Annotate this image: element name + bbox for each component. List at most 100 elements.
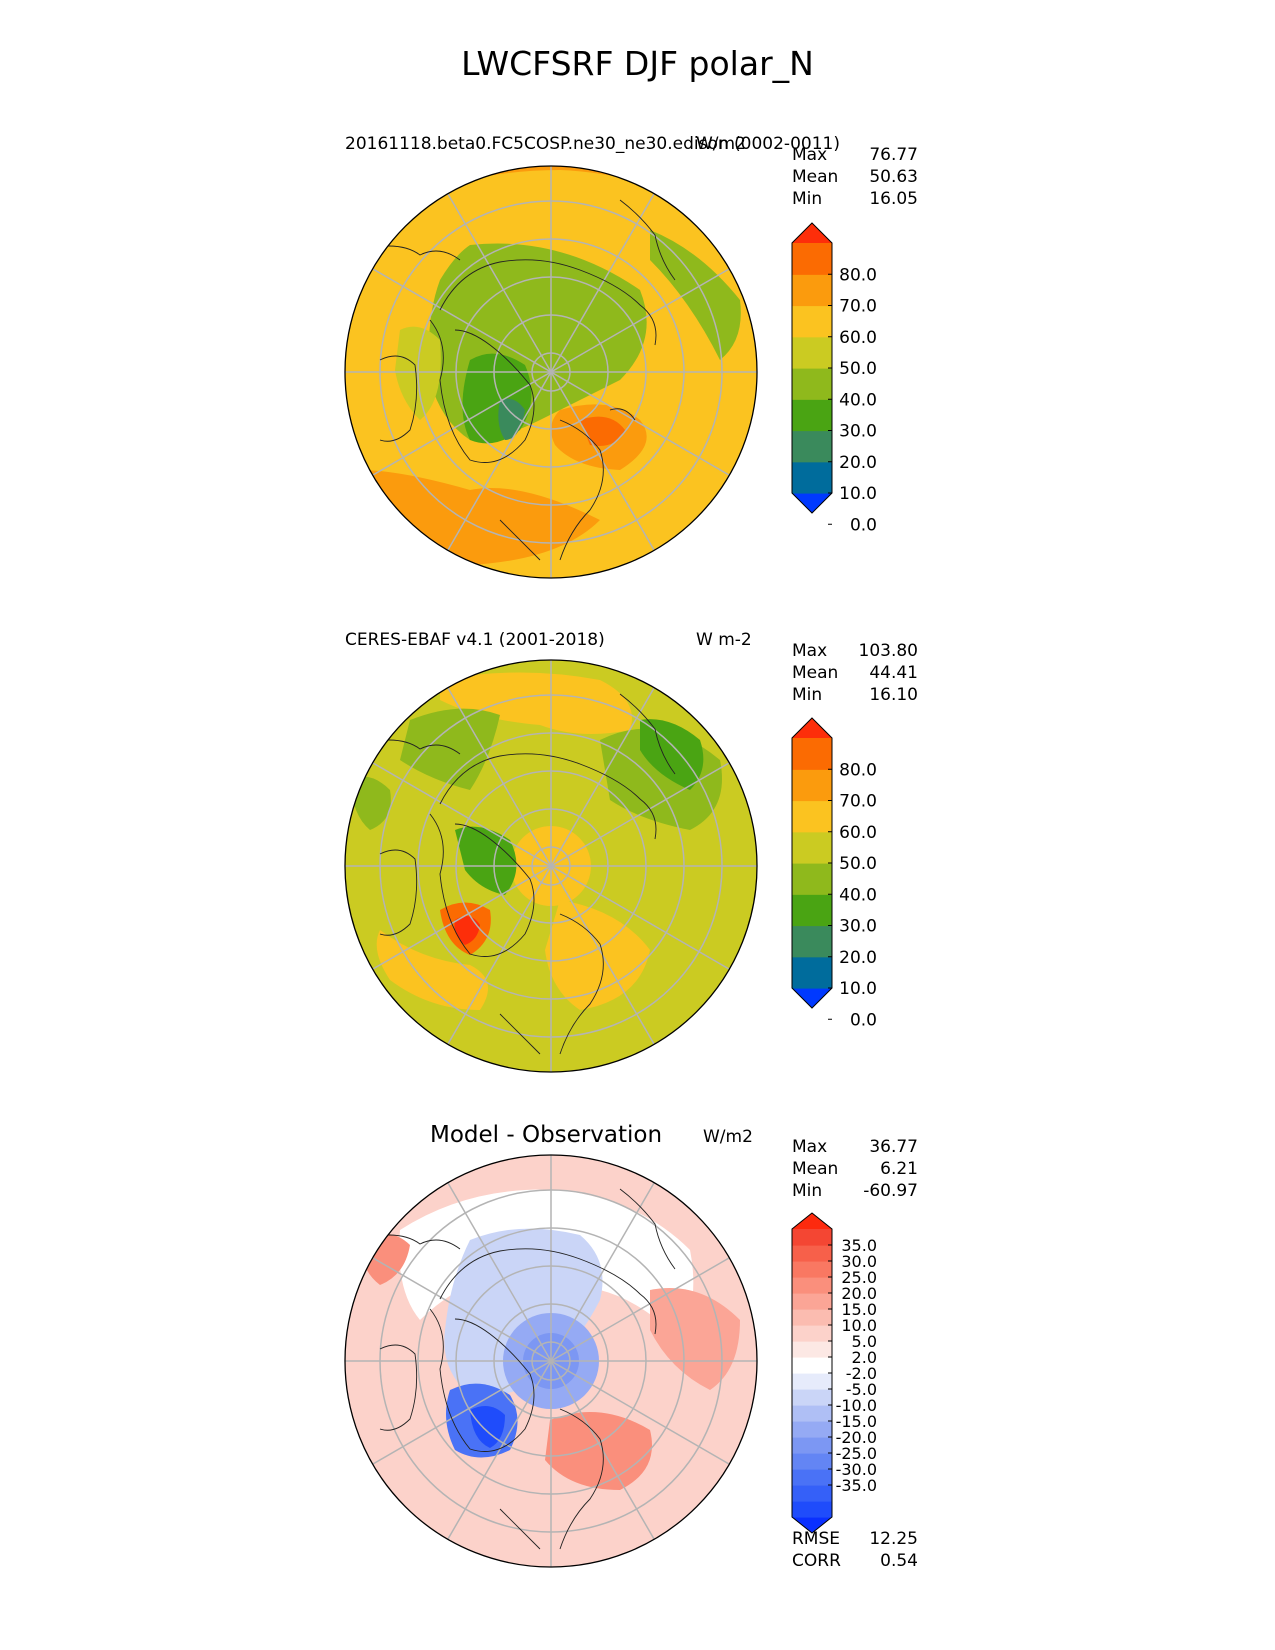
panel3-colorbar-outline <box>791 1212 833 1534</box>
panel3-colorbar-segment <box>792 1341 832 1358</box>
panel1-colorbar-tick-label: 20.0 <box>839 453 877 473</box>
panel3-colorbar-tick-label: 35.0 <box>841 1236 877 1255</box>
panel2-left-title: CERES-EBAF v4.1 (2001-2018) <box>345 630 605 650</box>
figure-title: LWCFSRF DJF polar_N <box>461 44 814 83</box>
panel1-colorbar-tick-label: 0.0 <box>850 515 877 535</box>
panel1-colorbar-segment <box>792 274 832 307</box>
panel1-stat-min-value: 16.05 <box>869 189 918 209</box>
panel2-colorbar-tick-label: 30.0 <box>839 917 877 937</box>
panel2-stat-max-label: Max <box>792 641 828 661</box>
panel3-corr-value: 0.54 <box>880 1551 918 1571</box>
panel2-colorbar-tick-label: 10.0 <box>839 979 877 999</box>
panel2-colorbar-tick-label: 0.0 <box>850 1010 877 1030</box>
panel2-colorbar-tick-label: 80.0 <box>839 760 877 780</box>
panel2-colorbar-outline <box>791 717 833 1009</box>
panel3-colorbar-tick-label: 20.0 <box>841 1284 877 1303</box>
panel1-colorbar-tick-label: 50.0 <box>839 359 877 379</box>
panel3-colorbar-segment <box>792 1437 832 1454</box>
panel1-left-title: 20161118.beta0.FC5COSP.ne30_ne30.edison … <box>345 134 840 154</box>
panel2-stat-max-value: 103.80 <box>858 641 918 661</box>
panel3-colorbar-segment <box>792 1421 832 1438</box>
panel3-colorbar-segment <box>792 1501 832 1518</box>
panel3-colorbar-segment <box>792 1229 832 1246</box>
panel3-colorbar-extend-max <box>792 1213 832 1229</box>
panel3-colorbar-segment <box>792 1309 832 1326</box>
panel1-stat-mean-value: 50.63 <box>869 167 918 187</box>
panel1-colorbar-segment <box>792 243 832 275</box>
panel2-colorbar-tick-label: 20.0 <box>839 948 877 968</box>
panel3-colorbar-segment <box>792 1293 832 1310</box>
panel1-colorbar-segment <box>792 430 832 463</box>
panel2-colorbar-tick-label: 50.0 <box>839 854 877 874</box>
panel2-colorbar-segment <box>792 894 832 927</box>
panel1-colorbar-segment <box>792 399 832 432</box>
panel2-units: W m-2 <box>696 630 752 650</box>
panel3-colorbar-extend-min <box>792 1517 832 1533</box>
panel3-rmse-label: RMSE <box>792 1529 841 1549</box>
panel3-colorbar-tick-label: 25.0 <box>841 1268 877 1287</box>
panel3-colorbar-tick-label: -5.0 <box>846 1380 877 1399</box>
panel3-colorbar: 35.030.025.020.015.010.05.02.0-2.0-5.0 -1… <box>791 1212 877 1534</box>
panel1-colorbar-tick-label: 30.0 <box>839 422 877 442</box>
panel3-units: W/m2 <box>703 1127 753 1147</box>
panel2-colorbar-extend-max <box>792 718 832 738</box>
panel2-stat-mean-label: Mean <box>792 663 839 683</box>
panel3-corr-label: CORR <box>792 1551 841 1571</box>
panel1-colorbar-segment <box>792 305 832 338</box>
panel2-colorbar-segment <box>792 800 832 833</box>
panel3-colorbar-segment <box>792 1453 832 1470</box>
panel1-map <box>344 165 758 579</box>
panel3-colorbar-tick-label: 2.0 <box>852 1348 877 1367</box>
panel3-colorbar-segment <box>792 1277 832 1294</box>
panel3-colorbar-segment <box>792 1373 832 1390</box>
panel3-stat-mean-value: 6.21 <box>880 1159 918 1179</box>
panel2-colorbar-tick-label: 40.0 <box>839 885 877 905</box>
panel3-stat-max-value: 36.77 <box>869 1137 918 1157</box>
panel2-stat-min-value: 16.10 <box>869 685 918 705</box>
panel1-colorbar-extend-min <box>792 493 832 513</box>
panel3-stat-max-label: Max <box>792 1137 828 1157</box>
panel1-colorbar-outline <box>791 222 833 514</box>
panel1-colorbar: 80.0 70.0 60.0 50.0 40.0 30.0 20.0 10.0 0.0 <box>791 222 877 535</box>
panel3-colorbar-tick-label: -30.0 <box>836 1460 877 1479</box>
panel3-colorbar-segment <box>792 1469 832 1486</box>
panel2-colorbar-segment <box>792 925 832 958</box>
panel2-colorbar-segment <box>792 769 832 802</box>
panel3-colorbar-segment <box>792 1405 832 1422</box>
panel3-map <box>344 1154 758 1568</box>
panel3-colorbar-segment <box>792 1389 832 1406</box>
panel2-stat-mean-value: 44.41 <box>869 663 918 683</box>
panel2-colorbar: 80.0 70.0 60.0 50.0 40.0 30.0 20.0 10.0 0.0 <box>791 717 877 1030</box>
panel3-rmse-value: 12.25 <box>869 1529 918 1549</box>
panel3-colorbar-segment <box>792 1261 832 1278</box>
panel3-colorbar-tick-label: 5.0 <box>852 1332 877 1351</box>
panel3-title: Model - Observation <box>430 1122 663 1148</box>
panel2-colorbar-tick-label: 70.0 <box>839 792 877 812</box>
panel3-colorbar-tick-label: 10.0 <box>841 1316 877 1335</box>
panel3-colorbar-tick-label: 15.0 <box>841 1300 877 1319</box>
panel3-colorbar-tick-label: 30.0 <box>841 1252 877 1271</box>
panel3-stat-mean-label: Mean <box>792 1159 839 1179</box>
panel3-stat-min-value: -60.97 <box>863 1181 918 1201</box>
panel2-colorbar-segment <box>792 831 832 864</box>
panel1-stat-max-label: Max <box>792 145 828 165</box>
panel3-colorbar-tick-label: -2.0 <box>846 1364 877 1383</box>
panel3-stat-min-label: Min <box>792 1181 823 1201</box>
panel1-colorbar-segment <box>792 461 832 494</box>
panel1-colorbar-extend-max <box>792 223 832 243</box>
panel1-stat-max-value: 76.77 <box>869 145 918 165</box>
panel1-colorbar-tick-label: 80.0 <box>839 265 877 285</box>
panel3-colorbar-segment <box>792 1325 832 1342</box>
panel1-colorbar-tick-label: 70.0 <box>839 297 877 317</box>
panel2-colorbar-segment <box>792 738 832 770</box>
panel1-colorbar-tick-label: 40.0 <box>839 390 877 410</box>
panel2-colorbar-segment <box>792 956 832 989</box>
panel3-colorbar-tick-label: -20.0 <box>836 1428 877 1447</box>
panel3-colorbar-tick-label: -25.0 <box>836 1444 877 1463</box>
panel1-stat-min-label: Min <box>792 189 823 209</box>
panel3-colorbar-tick-label: -15.0 <box>836 1412 877 1431</box>
panel2-colorbar-tick-label: 60.0 <box>839 823 877 843</box>
panel2-colorbar-segment <box>792 863 832 895</box>
panel1-colorbar-segment <box>792 368 832 400</box>
